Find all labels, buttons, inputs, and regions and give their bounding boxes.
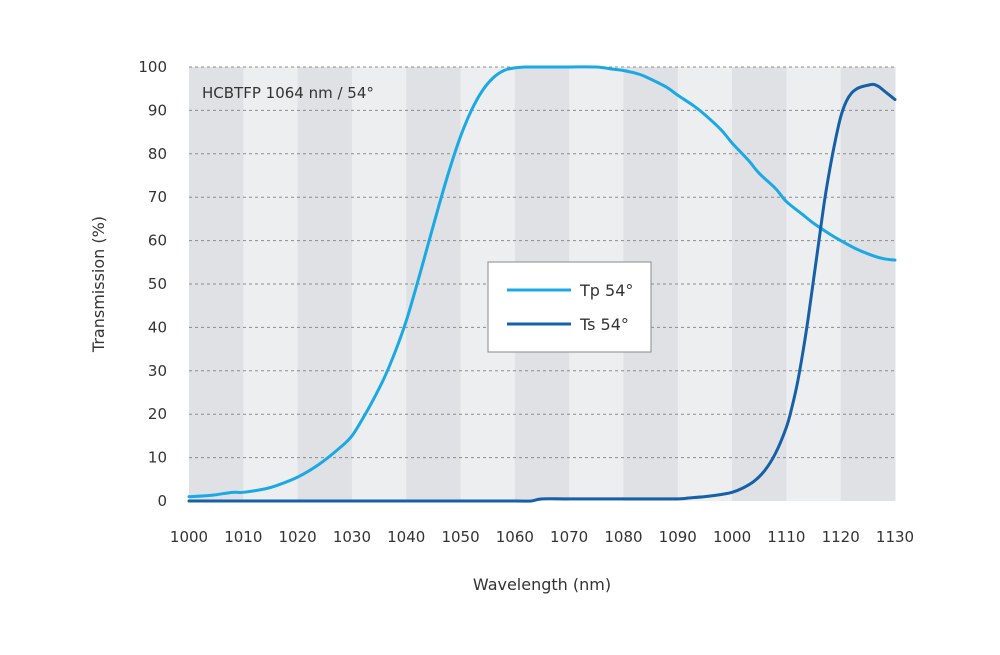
y-tick-label: 20 — [148, 405, 167, 423]
y-tick-labels: 0 10 20 30 40 50 60 70 80 90 100 — [138, 58, 167, 510]
series-line-ts — [187, 82, 897, 503]
legend-box — [487, 261, 652, 353]
background-band — [297, 67, 353, 501]
y-axis-title: Transmission (%) — [89, 216, 108, 353]
x-tick-labels: 1000 1010 1020 1030 1040 1050 1060 1070 1080 1090… — [170, 528, 914, 546]
y-tick-label: 0 — [157, 492, 167, 510]
legend-label-ts: Ts 54° — [579, 315, 629, 334]
background-band — [189, 67, 244, 501]
x-tick-label: 1070 — [550, 528, 588, 546]
x-tick-label: 1080 — [604, 528, 642, 546]
background-band — [351, 67, 407, 501]
y-tick-label: 30 — [148, 362, 167, 380]
y-tick-label: 100 — [138, 58, 167, 76]
legend-label-tp: Tp 54° — [579, 281, 633, 300]
y-tick-label: 70 — [148, 188, 167, 206]
legend: Tp 54° Ts 54° — [487, 261, 652, 353]
background-band — [243, 67, 299, 501]
y-tick-label: 40 — [148, 318, 167, 336]
series-lines — [187, 65, 897, 503]
x-tick-label: 1020 — [279, 528, 317, 546]
y-tick-label: 50 — [148, 275, 167, 293]
x-tick-label: 1050 — [441, 528, 479, 546]
y-tick-label: 80 — [148, 145, 167, 163]
y-tick-label: 10 — [148, 449, 167, 467]
chart-annotation: HCBTFP 1064 nm / 54° — [202, 84, 374, 102]
x-tick-label: 1040 — [387, 528, 425, 546]
x-axis-title: Wavelength (nm) — [473, 575, 611, 594]
y-tick-label: 60 — [148, 232, 167, 250]
x-tick-label: 1130 — [876, 528, 914, 546]
x-tick-label: 1030 — [333, 528, 371, 546]
grid-lines — [189, 66, 895, 459]
x-tick-label: 1010 — [224, 528, 262, 546]
series-line-tp — [187, 65, 897, 499]
x-tick-label: 1060 — [496, 528, 534, 546]
x-tick-label: 1090 — [659, 528, 697, 546]
x-tick-label: 1000 — [713, 528, 751, 546]
y-tick-label: 90 — [148, 101, 167, 119]
background-band — [406, 67, 462, 501]
x-tick-label: 1000 — [170, 528, 208, 546]
x-tick-label: 1110 — [767, 528, 805, 546]
x-tick-label: 1120 — [822, 528, 860, 546]
